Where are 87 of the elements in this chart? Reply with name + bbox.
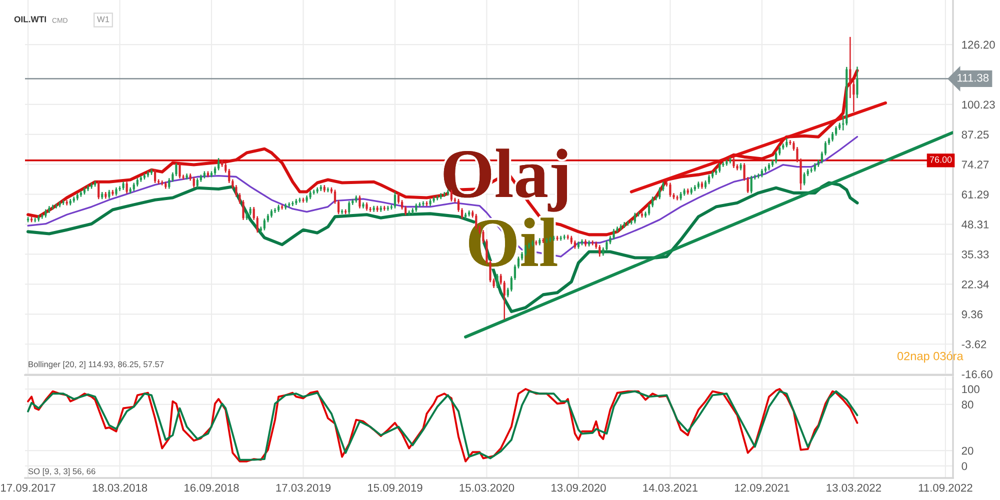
candlestick bbox=[750, 175, 752, 194]
x-tick-label: 14.03.2021 bbox=[643, 484, 698, 492]
candlestick bbox=[348, 200, 350, 215]
x-tick-label: 13.09.2020 bbox=[552, 484, 606, 492]
candlestick bbox=[394, 191, 396, 210]
candlestick bbox=[831, 131, 834, 142]
y-tick-label: 87.25 bbox=[962, 130, 989, 139]
y-tick-label: 20 bbox=[962, 446, 974, 455]
x-tick-label: 15.03.2020 bbox=[460, 484, 514, 492]
candlestick bbox=[834, 126, 838, 136]
candlestick bbox=[126, 180, 128, 194]
candlestick bbox=[252, 206, 255, 221]
candlestick bbox=[778, 145, 781, 156]
y-tick-label: 22.34 bbox=[962, 280, 989, 288]
y-tick-label: 48.31 bbox=[962, 220, 989, 228]
candlestick bbox=[718, 162, 721, 174]
candlestick bbox=[648, 202, 650, 216]
y-tick-label: 126.20 bbox=[962, 40, 995, 49]
x-tick-label: 16.09.2018 bbox=[184, 484, 239, 492]
candlestick bbox=[496, 273, 498, 289]
candlestick bbox=[803, 172, 806, 186]
candlestick bbox=[824, 140, 827, 156]
candlestick bbox=[218, 157, 220, 171]
x-tick-label: 13.03.2022 bbox=[826, 484, 881, 492]
y-tick-label: 80 bbox=[962, 400, 974, 409]
x-tick-label: 15.09.2019 bbox=[368, 484, 422, 492]
candlestick bbox=[422, 200, 424, 207]
annotation: OIL.WTI bbox=[14, 16, 46, 22]
candlestick bbox=[658, 186, 661, 200]
candlestick bbox=[786, 137, 788, 148]
candlestick bbox=[55, 202, 58, 210]
annotation: Bollinger [20, 2] 114.93, 86.25, 57.57 bbox=[28, 361, 164, 369]
x-tick-label: 18.03.2018 bbox=[92, 484, 148, 492]
candlestick bbox=[732, 156, 735, 169]
candlestick bbox=[634, 212, 636, 224]
ref-line-label: 76.00 bbox=[930, 156, 952, 163]
candlestick bbox=[358, 194, 361, 210]
y-tick-label: 9.36 bbox=[962, 310, 982, 318]
candlestick bbox=[510, 276, 512, 292]
candlestick bbox=[224, 162, 227, 174]
x-tick-label: 11.09.2022 bbox=[918, 484, 972, 492]
candlestick bbox=[168, 178, 170, 190]
y-tick-label: -16.60 bbox=[962, 370, 992, 378]
candlestick bbox=[337, 199, 340, 215]
y-tick-label: 100.23 bbox=[962, 100, 995, 109]
y-tick-label: 35.33 bbox=[962, 250, 989, 258]
candlestick bbox=[676, 194, 678, 201]
candlestick bbox=[652, 196, 654, 208]
annotation: SO [9, 3, 3] 56, 66 bbox=[28, 468, 96, 476]
candlestick bbox=[256, 216, 258, 234]
candlestick bbox=[404, 205, 407, 216]
candlestick bbox=[598, 244, 601, 258]
y-tick-label: 74.27 bbox=[962, 160, 989, 168]
candlestick bbox=[397, 192, 400, 204]
x-tick-label: 12.09.2021 bbox=[735, 484, 790, 492]
y-tick-label: 0 bbox=[962, 462, 968, 470]
candlestick bbox=[503, 280, 506, 320]
ref-line-label: 111.38 bbox=[958, 74, 989, 82]
x-tick-label: 17.03.2019 bbox=[276, 484, 331, 492]
candlestick bbox=[334, 189, 336, 204]
candlestick bbox=[52, 204, 54, 210]
candlestick bbox=[400, 199, 404, 210]
annotation: W1 bbox=[97, 16, 110, 22]
y-tick-label: 100 bbox=[962, 385, 980, 394]
candlestick bbox=[708, 174, 710, 185]
candlestick bbox=[98, 180, 100, 200]
candlestick bbox=[775, 150, 778, 164]
candlestick bbox=[228, 168, 230, 184]
candlestick bbox=[820, 150, 823, 164]
candlestick bbox=[154, 168, 156, 184]
candlestick bbox=[849, 36, 852, 99]
x-tick-label: 17.09.2017 bbox=[1, 484, 56, 492]
candlestick bbox=[263, 218, 266, 231]
candlestick bbox=[856, 66, 858, 99]
candlestick bbox=[669, 182, 672, 198]
candlestick bbox=[506, 287, 509, 298]
candlestick bbox=[606, 240, 608, 252]
candlestick bbox=[192, 176, 195, 188]
candlestick bbox=[196, 178, 198, 188]
candlestick bbox=[426, 200, 428, 207]
annotation: 02nap 03óra bbox=[897, 351, 964, 363]
y-tick-label: 61.29 bbox=[962, 190, 989, 198]
candlestick bbox=[369, 206, 372, 212]
candlestick bbox=[178, 162, 181, 180]
candlestick bbox=[118, 186, 121, 192]
candlestick bbox=[612, 228, 615, 240]
y-tick-label: -3.62 bbox=[962, 340, 986, 348]
